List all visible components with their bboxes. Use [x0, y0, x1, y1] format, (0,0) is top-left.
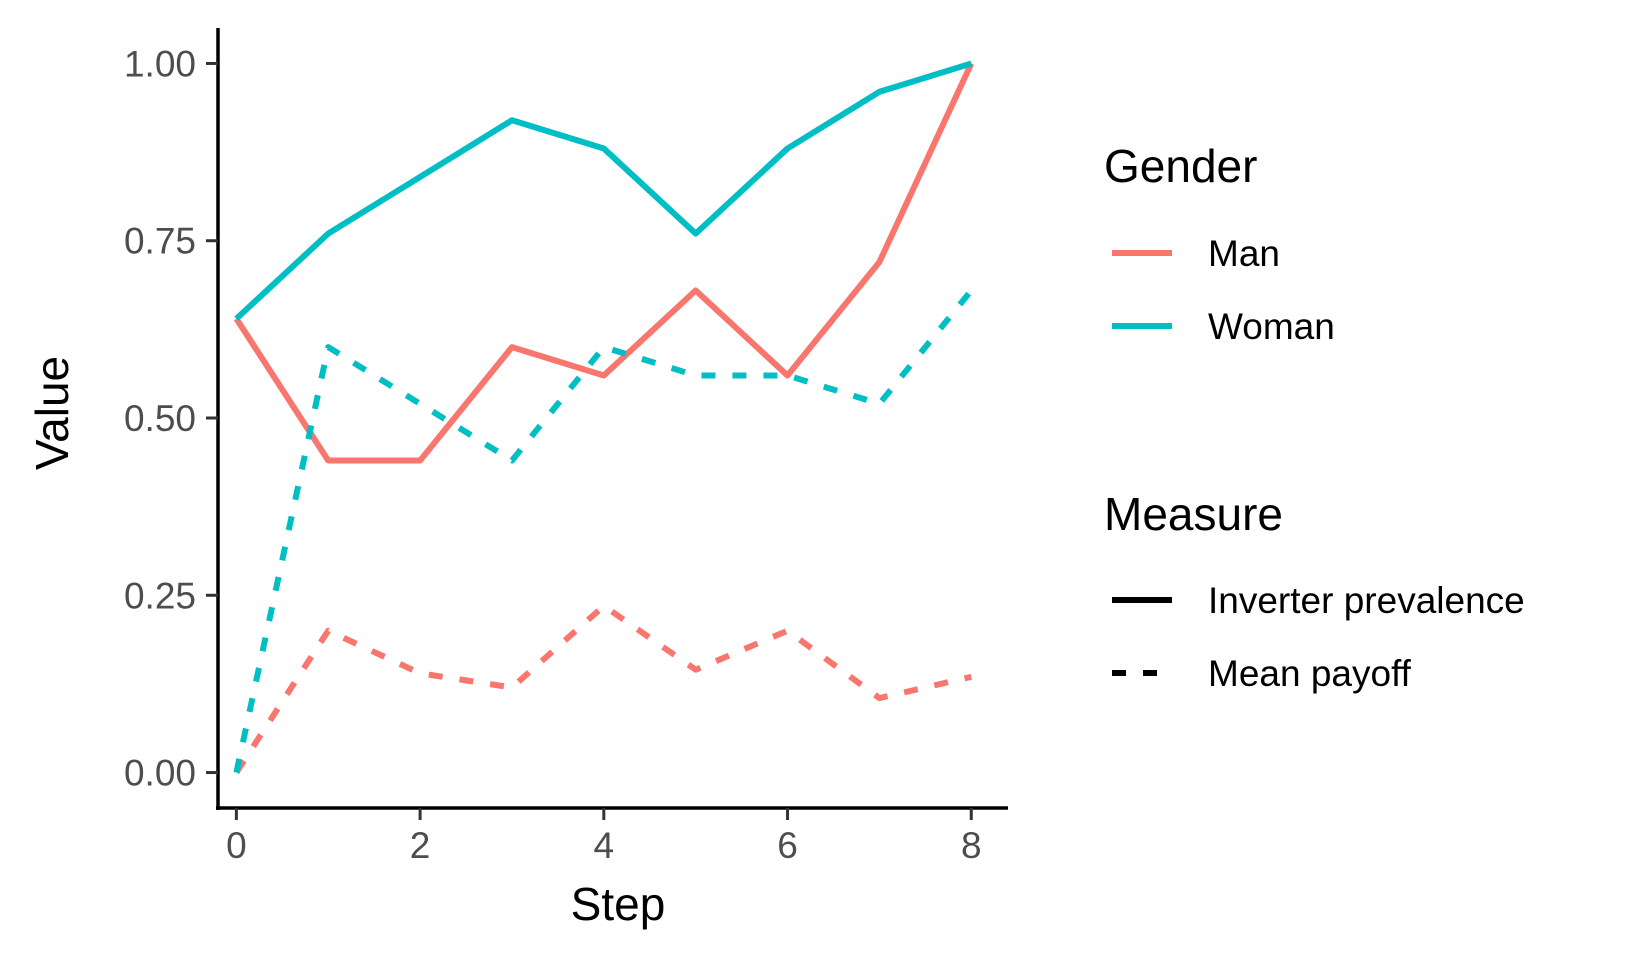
x-tick-label: 4 [594, 825, 615, 866]
legend-label-man: Man [1208, 233, 1280, 274]
x-tick-label: 6 [777, 825, 798, 866]
y-tick-label: 0.75 [124, 221, 196, 262]
y-tick-label: 1.00 [124, 43, 196, 84]
legend: Gender Man Woman Measure Inverter prevalence… [1104, 140, 1525, 694]
series-line-man-inverter-prevalence [233, 62, 975, 464]
legend-label-mean-payoff: Mean payoff [1208, 653, 1412, 694]
legend-title-measure: Measure [1104, 488, 1283, 540]
series-line-woman-mean-payoff [233, 288, 974, 774]
y-axis-title: Value [26, 356, 78, 470]
x-axis-title: Step [571, 878, 666, 930]
y-tick-label: 0.25 [124, 575, 196, 616]
legend-title-gender: Gender [1104, 140, 1257, 192]
plot-area [233, 60, 975, 775]
series-line-woman-inverter-prevalence [234, 60, 973, 321]
y-tick-label: 0.00 [124, 753, 196, 794]
x-tick-label: 2 [410, 825, 431, 866]
x-tick-label: 0 [226, 825, 247, 866]
legend-label-woman: Woman [1208, 306, 1335, 347]
x-tick-label: 8 [961, 825, 982, 866]
y-tick-label: 0.50 [124, 398, 196, 439]
legend-label-inverter-prevalence: Inverter prevalence [1208, 580, 1525, 621]
axes: 0.00 0.25 0.50 0.75 1.00 0 2 4 6 8 [124, 28, 1008, 866]
series-line-man-mean-payoff [233, 602, 972, 775]
